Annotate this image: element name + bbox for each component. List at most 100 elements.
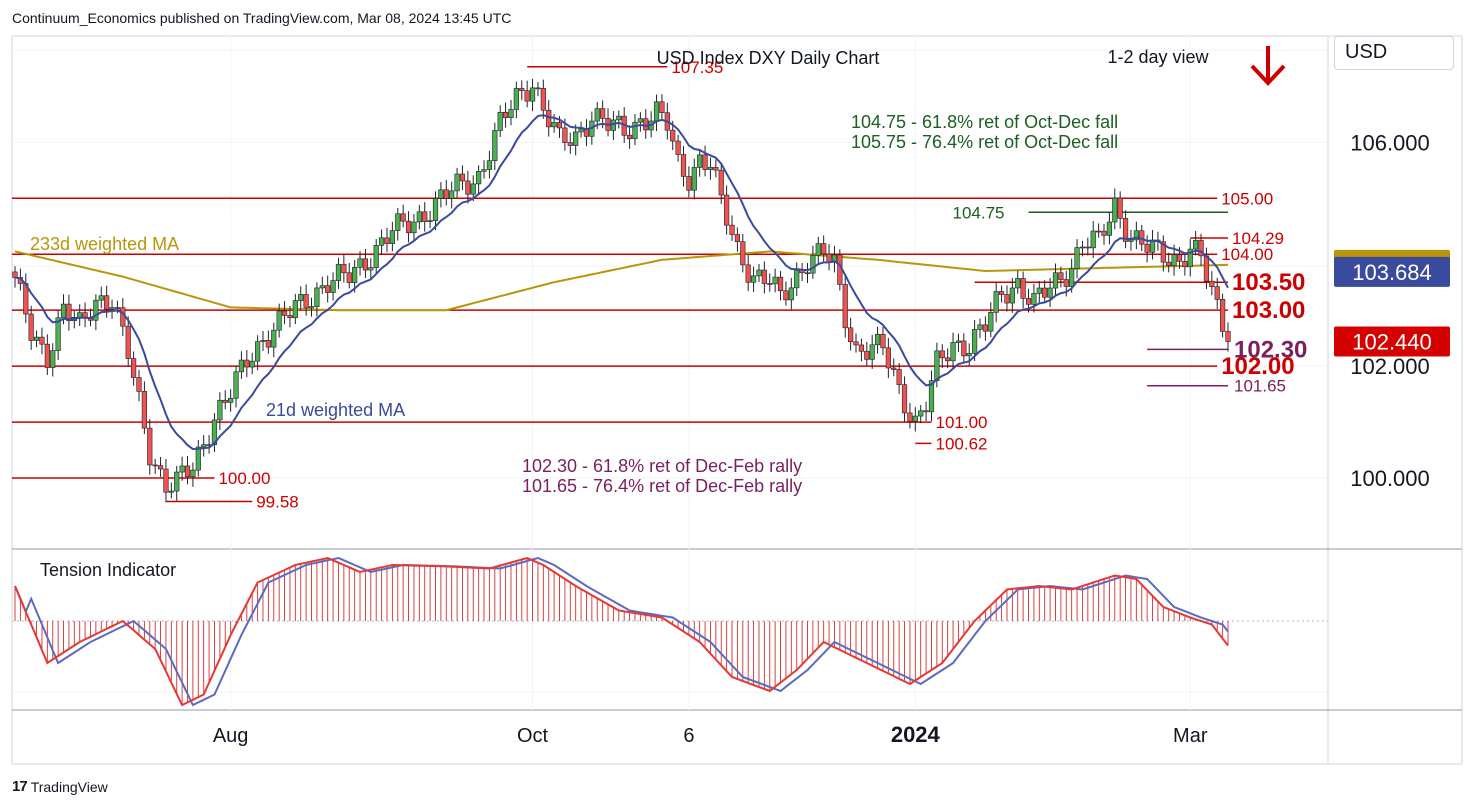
candle-body xyxy=(573,131,579,146)
candle-body xyxy=(276,310,282,331)
candle-body xyxy=(998,291,1005,295)
level-label: 100.62 xyxy=(935,434,987,453)
candle-body xyxy=(98,295,104,301)
candle-body xyxy=(1209,280,1215,287)
candle-body xyxy=(28,313,34,341)
candle-body xyxy=(104,295,110,310)
candle-body xyxy=(190,469,196,478)
candle-body xyxy=(255,341,261,362)
candle-body xyxy=(1144,243,1150,253)
publisher-header: Continuum_Economics published on Trading… xyxy=(12,10,512,26)
level-label: 104.00 xyxy=(1221,245,1273,264)
candle-body xyxy=(44,343,50,368)
footer-brand[interactable]: 17 TradingView xyxy=(12,778,108,795)
candle-body xyxy=(993,291,999,313)
candle-body xyxy=(928,380,935,413)
candle-body xyxy=(691,167,697,191)
axes: 106.000102.000100.000AugOct62024Mar103.8… xyxy=(213,130,1450,747)
ma233-line xyxy=(14,250,1229,312)
candle-body xyxy=(55,317,61,351)
candle-body xyxy=(1020,278,1026,299)
candle-body xyxy=(211,419,218,446)
view-label: 1-2 day view xyxy=(1107,47,1209,67)
candle-body xyxy=(513,88,519,110)
chart-title: USD Index DXY Daily Chart xyxy=(657,48,880,68)
level-label: 105.00 xyxy=(1221,189,1273,208)
candle-body xyxy=(125,325,131,359)
candle-body xyxy=(972,329,978,354)
indicator-signal-line xyxy=(14,556,1229,707)
candle-body xyxy=(1063,279,1069,287)
fib-level-label: 102.30 xyxy=(1234,336,1307,363)
candle-body xyxy=(352,267,358,283)
candle-body xyxy=(1133,230,1139,241)
arrow-head xyxy=(1250,64,1286,86)
candle-body xyxy=(815,243,821,256)
price-badge: 103.684 xyxy=(1334,256,1450,287)
candle-body xyxy=(298,294,304,301)
y-tick-label: 100.000 xyxy=(1350,466,1430,491)
candle-body xyxy=(131,358,137,378)
candle-body xyxy=(427,220,433,222)
candle-body xyxy=(1047,287,1053,298)
candle-body xyxy=(524,90,530,102)
ma233-label: 233d weighted MA xyxy=(30,234,179,254)
x-tick-label: 6 xyxy=(683,725,694,747)
candle-body xyxy=(330,280,336,293)
tension-indicator-pane: Tension Indicator xyxy=(12,556,1328,707)
candle-body xyxy=(848,327,854,343)
level-label: 99.58 xyxy=(256,493,299,512)
candle-body xyxy=(147,427,153,466)
candle-body xyxy=(432,198,439,221)
candle-body xyxy=(821,243,827,255)
candle-body xyxy=(174,471,180,492)
candlesticks xyxy=(12,78,1231,503)
candle-body xyxy=(443,189,449,199)
candle-body xyxy=(783,290,789,301)
candle-body xyxy=(1220,299,1226,332)
level-label: 101.00 xyxy=(935,413,987,432)
chart-frame xyxy=(11,35,1463,765)
candle-body xyxy=(1117,197,1123,219)
candle-body xyxy=(734,234,741,243)
candle-body xyxy=(750,275,757,283)
candle-body xyxy=(141,391,147,429)
candle-body xyxy=(1214,286,1220,300)
level-label: 103.00 xyxy=(1232,297,1305,324)
candle-body xyxy=(1042,287,1048,298)
candle-body xyxy=(222,399,228,403)
candle-body xyxy=(955,340,962,343)
candle-body xyxy=(1160,241,1166,263)
candle-body xyxy=(400,213,406,222)
candle-body xyxy=(39,336,45,345)
candle-body xyxy=(697,154,703,168)
candle-body xyxy=(1166,261,1172,267)
ma233-path xyxy=(14,250,1229,312)
candle-body xyxy=(600,108,606,119)
candle-body xyxy=(1004,294,1010,304)
candle-body xyxy=(632,121,638,140)
candle-body xyxy=(217,399,223,421)
candle-body xyxy=(945,357,951,362)
candle-body xyxy=(1096,230,1102,233)
currency-selector-button[interactable]: USD xyxy=(1334,36,1454,70)
annotation-purple: 102.30 - 61.8% ret of Dec-Feb rally xyxy=(522,456,802,476)
candle-body xyxy=(767,283,773,285)
candle-body xyxy=(411,221,417,234)
candle-body xyxy=(459,173,466,182)
candle-body xyxy=(497,111,503,131)
candle-body xyxy=(982,324,988,332)
candle-body xyxy=(325,285,331,293)
candle-body xyxy=(961,340,967,357)
candle-body xyxy=(1101,230,1107,236)
ma21-path xyxy=(14,114,1229,451)
candle-body xyxy=(653,101,660,122)
green-level-label: 104.75 xyxy=(953,203,1005,222)
candle-body xyxy=(918,410,924,417)
candle-body xyxy=(626,134,633,140)
candle-body xyxy=(395,213,401,231)
candle-body xyxy=(449,190,455,199)
candle-body xyxy=(1128,239,1134,242)
down-arrow-icon xyxy=(1250,46,1286,86)
